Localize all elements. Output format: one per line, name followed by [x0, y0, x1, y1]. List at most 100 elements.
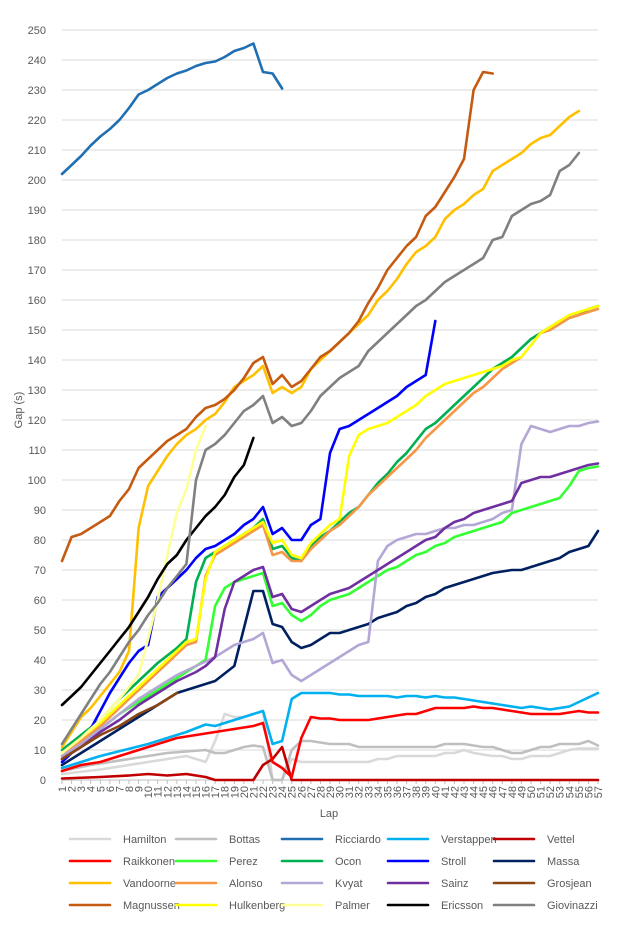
x-tick-label: 17 [210, 786, 222, 798]
y-tick-label: 150 [28, 325, 46, 337]
legend-label: Massa [547, 856, 580, 868]
x-tick-label: 47 [497, 786, 509, 798]
legend-item-bottas: Bottas [174, 834, 261, 846]
series-line-vandoorne [60, 109, 581, 749]
x-tick-label: 48 [507, 786, 519, 798]
legend-label: Raikkonen [123, 856, 175, 868]
x-tick-label: 45 [478, 786, 490, 798]
legend-item-palmer: Palmer [280, 900, 370, 912]
x-tick-label: 40 [430, 786, 442, 798]
x-tick-label: 10 [143, 786, 155, 798]
y-axis-title: Gap (s) [13, 392, 25, 429]
x-tick-label: 22 [258, 786, 270, 798]
x-tick-label: 43 [459, 786, 471, 798]
y-tick-label: 130 [28, 385, 46, 397]
series-line-hulkenberg [60, 304, 600, 755]
x-tick-label: 16 [201, 786, 213, 798]
x-tick-label: 24 [277, 786, 289, 798]
legend-label: Sainz [441, 878, 469, 890]
legend: Hamilton Bottas Ricciardo Verstappen Vettel R… [68, 834, 598, 912]
series-line-palmer [60, 424, 207, 755]
x-tick-label: 49 [516, 786, 528, 798]
series-line-alonso [60, 307, 600, 758]
x-tick-label: 36 [392, 786, 404, 798]
x-tick-label: 5 [95, 786, 107, 792]
x-tick-label: 18 [220, 786, 232, 798]
legend-label: Ericsson [441, 900, 483, 912]
series-line-sainz [60, 462, 600, 761]
axes: 0102030405060708090100110120130140150160… [28, 25, 605, 798]
x-tick-label: 19 [229, 786, 241, 798]
series-line-kvyat [60, 420, 600, 758]
x-tick-label: 37 [402, 786, 414, 798]
y-tick-label: 80 [34, 535, 46, 547]
x-tick-label: 53 [555, 786, 567, 798]
legend-item-grosjean: Grosjean [492, 878, 592, 890]
legend-label: Ocon [335, 856, 361, 868]
legend-item-stroll: Stroll [386, 856, 466, 868]
y-tick-label: 70 [34, 565, 46, 577]
legend-label: Palmer [335, 900, 370, 912]
x-tick-label: 35 [382, 786, 394, 798]
x-tick-label: 9 [134, 786, 146, 792]
x-tick-label: 34 [373, 786, 385, 798]
legend-item-verstappen: Verstappen [386, 834, 497, 846]
legend-item-raikkonen: Raikkonen [68, 856, 175, 868]
y-tick-label: 110 [28, 445, 46, 457]
y-tick-label: 160 [28, 295, 46, 307]
x-tick-label: 2 [67, 786, 79, 792]
legend-item-vettel: Vettel [492, 834, 575, 846]
x-tick-label: 20 [239, 786, 251, 798]
legend-label: Vettel [547, 834, 575, 846]
legend-item-vandoorne: Vandoorne [68, 878, 176, 890]
legend-item-ricciardo: Ricciardo [280, 834, 381, 846]
x-tick-label: 44 [469, 786, 481, 798]
legend-label: Hamilton [123, 834, 166, 846]
series-lines [60, 42, 600, 782]
legend-item-perez: Perez [174, 856, 258, 868]
y-tick-label: 170 [28, 265, 46, 277]
y-tick-label: 60 [34, 595, 46, 607]
y-tick-label: 40 [34, 655, 46, 667]
y-tick-label: 190 [28, 205, 46, 217]
y-tick-label: 220 [28, 115, 46, 127]
legend-label: Alonso [229, 878, 263, 890]
legend-label: Ricciardo [335, 834, 381, 846]
x-tick-label: 46 [488, 786, 500, 798]
x-tick-label: 11 [153, 786, 165, 797]
series-line-bottas [60, 739, 600, 782]
series-line-ericsson [60, 436, 255, 707]
x-tick-label: 4 [86, 786, 98, 792]
series-line-giovinazzi [60, 151, 581, 746]
y-tick-label: 10 [34, 745, 46, 757]
x-axis-title: Lap [320, 808, 338, 820]
legend-item-alonso: Alonso [174, 878, 263, 890]
series-line-verstappen [60, 691, 600, 770]
x-tick-label: 6 [105, 786, 117, 792]
y-tick-label: 180 [28, 235, 46, 247]
legend-label: Verstappen [441, 834, 497, 846]
legend-item-giovinazzi: Giovinazzi [492, 900, 598, 912]
x-tick-label: 42 [449, 786, 461, 798]
y-tick-label: 240 [28, 55, 46, 67]
y-tick-label: 140 [28, 355, 46, 367]
legend-label: Giovinazzi [547, 900, 598, 912]
x-tick-label: 29 [325, 786, 337, 798]
series-line-grosjean [60, 691, 179, 761]
legend-label: Stroll [441, 856, 466, 868]
x-tick-label: 54 [564, 786, 576, 798]
x-tick-label: 30 [335, 786, 347, 798]
x-tick-label: 25 [287, 786, 299, 798]
x-tick-label: 26 [296, 786, 308, 798]
x-tick-label: 32 [354, 786, 366, 798]
legend-item-kvyat: Kvyat [280, 878, 363, 890]
series-line-hamilton [60, 709, 600, 782]
x-tick-label: 33 [363, 786, 375, 798]
y-tick-label: 200 [28, 175, 46, 187]
x-tick-label: 1 [57, 786, 69, 792]
series-line-stroll [60, 319, 437, 764]
x-tick-label: 56 [583, 786, 595, 798]
legend-label: Magnussen [123, 900, 180, 912]
y-tick-label: 30 [34, 685, 46, 697]
